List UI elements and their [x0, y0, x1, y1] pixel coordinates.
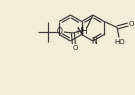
- Text: O: O: [129, 21, 134, 27]
- Text: O: O: [72, 46, 78, 51]
- Text: N: N: [91, 36, 97, 46]
- Text: HO: HO: [115, 40, 125, 46]
- Text: O: O: [57, 27, 63, 36]
- Text: NH: NH: [76, 27, 88, 36]
